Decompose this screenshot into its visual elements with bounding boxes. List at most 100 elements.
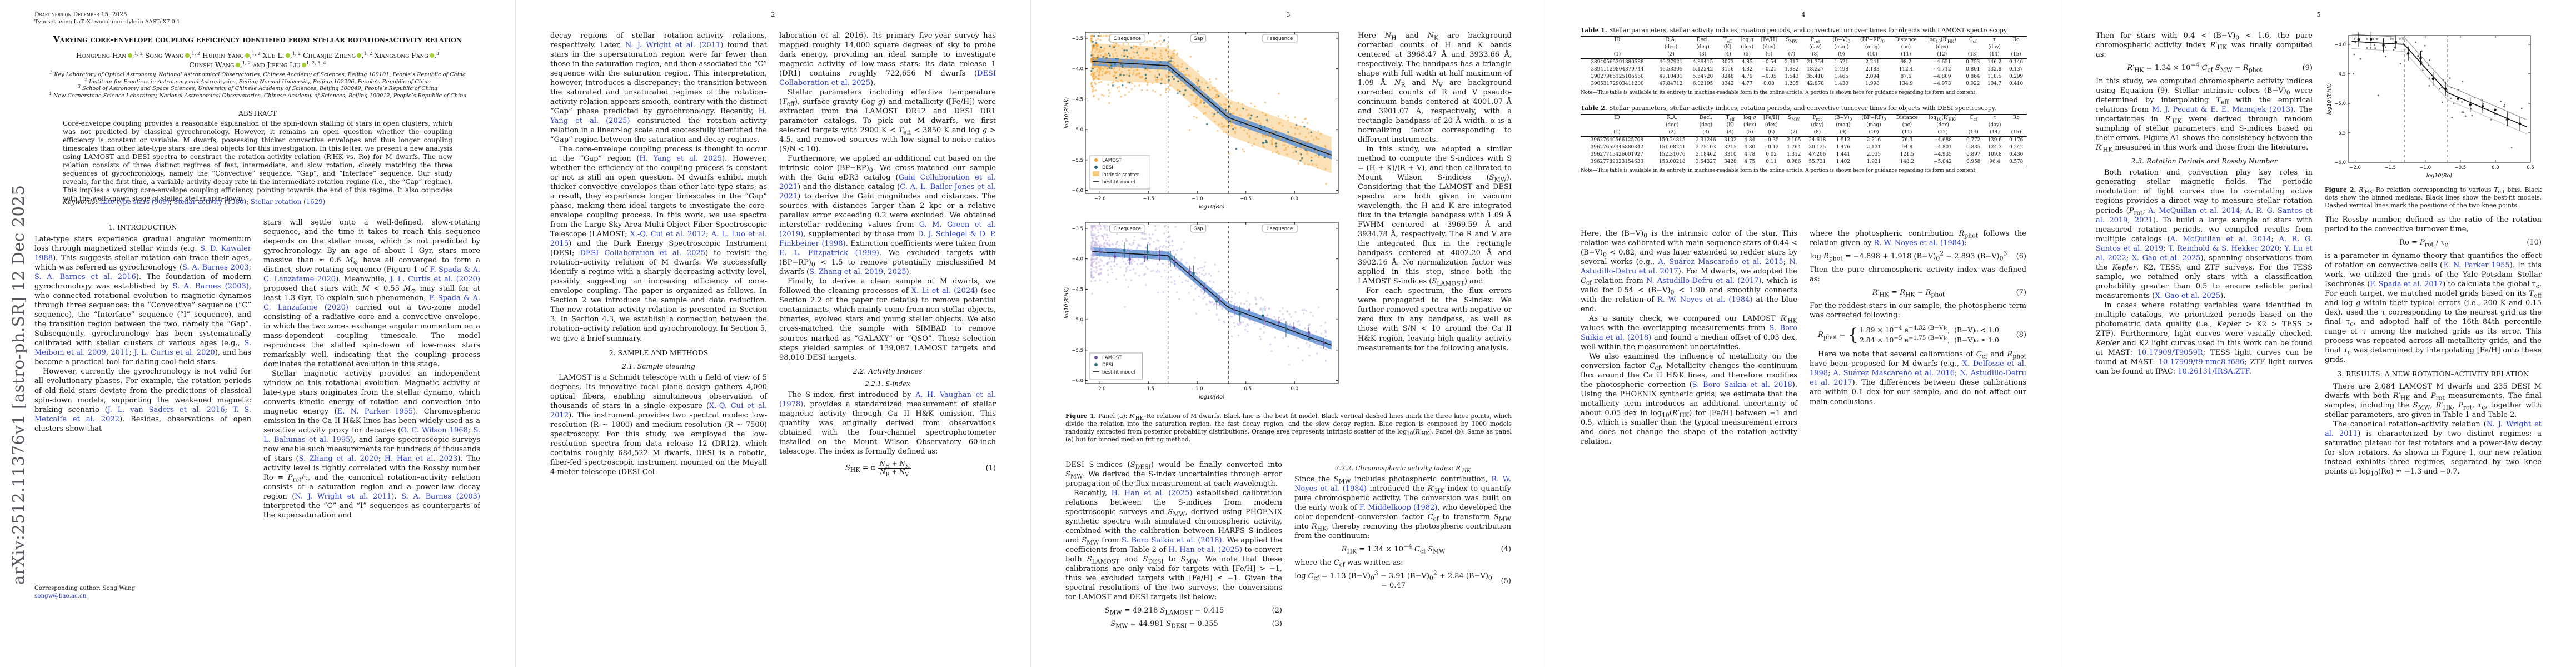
citation-link[interactable]: R. W. Noyes et al. (1984) <box>1657 296 1753 305</box>
citation-link[interactable]: E. N. Parker 1955 <box>337 407 413 416</box>
table-cell: (9) <box>1838 52 1845 57</box>
svg-text:−1.0: −1.0 <box>1192 196 1203 202</box>
orcid-icon[interactable] <box>235 62 240 67</box>
citation-link[interactable]: T. S. Metcalfe et al. 2022 <box>34 405 251 424</box>
citation-link[interactable]: N. J. Wright et al. 2011 <box>295 492 392 501</box>
citation-link[interactable]: E. L. Fitzpatrick (1999) <box>779 249 879 258</box>
citation-link[interactable]: C. A. L. Bailer-Jones et al. 2021 <box>779 183 996 201</box>
citation-link[interactable]: S. A. Barnes et al. 2016 <box>34 273 136 282</box>
svg-text:0.0: 0.0 <box>1291 386 1298 392</box>
citation-link[interactable]: S. Zhang et al. 2019 <box>809 268 884 277</box>
citation-link[interactable]: 10.26131/IRSA.ZTF <box>2178 367 2249 376</box>
orcid-icon[interactable] <box>185 53 190 58</box>
data-table: ID R.A. Decl. Teff log g [Fe/H] SMW Prot (B−V)0(… <box>1581 36 2027 88</box>
paragraph: Furthermore, we applied an additional cu… <box>779 155 996 277</box>
citation-link[interactable]: N. J. Wright et al. (2011) <box>625 41 724 50</box>
citation-link[interactable]: S. Boro Saikia et al. (2018) <box>1122 536 1222 545</box>
citation-link[interactable]: DESI Collaboration et al. 2025 <box>580 249 706 258</box>
orcid-icon[interactable] <box>302 62 306 67</box>
citation-link[interactable]: X.-Q. Cui et al. 2012 <box>630 230 706 239</box>
citation-link[interactable]: N. Astudillo-Defru et al. 2017 <box>1810 369 2026 387</box>
citation-link[interactable]: X. Delfosse et al. 1998 <box>1810 360 2026 378</box>
citation-link[interactable]: N. Astudillo-Defru et al. (2017) <box>1646 277 1762 286</box>
citation-link[interactable]: J. L. Curtis et al. 2020 <box>134 349 215 357</box>
citation-link[interactable]: H. Yang et al. (2025) <box>550 107 767 126</box>
citation-link[interactable]: F. Spada & A. C. Lanzafame 2020 <box>263 266 480 284</box>
svg-text:C sequence: C sequence <box>1113 36 1141 42</box>
table-row: 39053172903411200 47.84712 6.02195 3342 4.77… <box>1581 81 2027 88</box>
citation-link[interactable]: J. L. Curtis et al. (2020) <box>390 275 480 284</box>
citation-link[interactable]: R. W. Noyes et al. (1984) <box>1294 475 1511 494</box>
column-left: Then for stars with 0.4 < (B−V)0 < 1.6, … <box>2096 31 2313 634</box>
citation-link[interactable]: 2025 <box>888 268 906 277</box>
citation-link[interactable]: A. H. Vaughan et al. (1978) <box>779 390 996 409</box>
orcid-icon[interactable] <box>127 53 132 58</box>
citation-link[interactable]: H. Yang et al. 2025 <box>639 155 723 163</box>
citation-link[interactable]: H. Han et al. (2025) <box>1168 546 1243 555</box>
citation-link[interactable]: H. Han et al. 2023 <box>384 455 458 464</box>
citation-link[interactable]: Gaia Collaboration et al. 2021 <box>779 173 996 192</box>
table-cell: 5.12242 <box>1692 66 1713 72</box>
citation-link[interactable]: D. J. Schlegel & D. P. Finkbeiner (1998) <box>779 230 996 248</box>
table-cell: 4.77 <box>1741 81 1753 87</box>
citation-link[interactable]: DESI Collaboration et al. 2025 <box>779 69 996 88</box>
citation-link[interactable]: F. Middelkoop (1982) <box>1359 504 1438 512</box>
citation-link[interactable]: S. Zhang et al. 2020 <box>298 455 378 464</box>
citation-link[interactable]: Late-type stars (909) <box>99 198 170 206</box>
table-cell: 0.242 <box>2009 144 2024 150</box>
citation-link[interactable]: X. Li et al. (2024) <box>911 287 978 296</box>
citation-link[interactable]: S. Meibom et al. 2009 <box>34 339 251 357</box>
svg-text:log10(Ro): log10(Ro) <box>1199 204 1224 210</box>
orcid-icon[interactable] <box>285 53 290 58</box>
citation-link[interactable]: 10.17909/t9-nmc8-f686 <box>2158 357 2245 366</box>
paragraph: Here NH and NK are background corrected … <box>1358 32 1512 145</box>
citation-link[interactable]: X.-Q. Cui et al. 2012 <box>550 402 767 420</box>
citation-link[interactable]: S. A. Barnes (2003) <box>401 492 480 501</box>
citation-link[interactable]: S. L. Baliunas et al. 1995 <box>263 426 480 445</box>
citation-link[interactable]: Stellar activity (1580) <box>173 198 247 206</box>
citation-link[interactable]: H. Han et al. (2025) <box>1111 489 1193 498</box>
citation-link[interactable]: G. M. Green et al. (2019) <box>779 221 996 239</box>
citation-link[interactable]: A. R. G. Santos et al. 2019 <box>2096 206 2313 225</box>
table-cell: −4.801 <box>1934 144 1952 150</box>
citation-link[interactable]: Y. Lu et al. 2022 <box>2096 244 2313 262</box>
orcid-icon[interactable] <box>430 53 435 58</box>
citation-link[interactable]: S. A. Barnes (2003) <box>172 282 249 291</box>
citation-link[interactable]: J. L. van Saders et al. 2016 <box>107 405 225 414</box>
citation-link[interactable]: R. W. Noyes et al. (1984) <box>1874 239 1965 248</box>
table-cell: 0.958 <box>1966 158 1981 165</box>
citation-link[interactable]: 2021 <box>2134 216 2153 225</box>
citation-link[interactable]: A. L. Luo et al. 2015 <box>550 230 767 248</box>
table-cell: 1.430 <box>1834 81 1848 87</box>
citation-link[interactable]: 10.17909/T9059R <box>2137 348 2203 357</box>
citation-link[interactable]: A. Suárez Mascareño et al. 2015 <box>1658 258 1783 267</box>
citation-link[interactable]: A. R. G. Santos et al. 2019 <box>2096 235 2313 253</box>
paragraph: In this study, we adopted a similar meth… <box>1358 145 1512 287</box>
citation-link[interactable]: X. Gao et al. 2025 <box>2131 253 2201 262</box>
citation-link[interactable]: T. Reinhold & S. Hekker 2020 <box>2168 244 2280 253</box>
citation-link[interactable]: songw@bao.ac.cn <box>34 592 87 599</box>
citation-link[interactable]: N. Astudillo-Defru et al. 2017 <box>1581 258 1798 276</box>
citation-link[interactable]: A. Suárez Mascareño et al. 2016 <box>1833 369 1955 378</box>
citation-link[interactable]: F. Spada et al. 2017 <box>2370 280 2443 289</box>
table-cell: 42.878 <box>1807 81 1824 87</box>
citation-link[interactable]: E. N. Parker 1955 <box>2443 261 2510 270</box>
citation-link[interactable]: A. McQuillan et al. 2014 <box>2148 206 2240 215</box>
citation-link[interactable]: S. Boro Saikia et al. 2018 <box>1692 381 1792 390</box>
orcid-icon[interactable] <box>245 53 250 58</box>
svg-text:0.0: 0.0 <box>2492 165 2499 171</box>
orcid-icon[interactable] <box>357 53 362 58</box>
citation-link[interactable]: 2011 <box>111 349 129 357</box>
citation-link[interactable]: M. J. Pecaut & E. E. Mamajek (2013) <box>2152 106 2294 115</box>
citation-link[interactable]: N. J. Wright et al. 2011 <box>2325 420 2542 438</box>
citation-link[interactable]: X. Gao et al. 2025 <box>2155 291 2221 300</box>
citation-link[interactable]: S. D. Kawaler 1988 <box>34 245 251 263</box>
citation-link[interactable]: S. A. Barnes 2003 <box>182 263 249 272</box>
citation-link[interactable]: Stellar rotation (1629) <box>250 198 326 206</box>
table-cell: 39627652345880342 <box>1590 144 1643 150</box>
citation-link[interactable]: F. Spada & A. C. Lanzafame (2020) <box>263 294 480 312</box>
citation-link[interactable]: A. McQuillan et al. 2014 <box>2170 235 2271 243</box>
citation-link[interactable]: O. C. Wilson 1968 <box>401 426 468 435</box>
citation-link[interactable]: S. Boro Saikia et al. (2018) <box>1581 324 1797 342</box>
